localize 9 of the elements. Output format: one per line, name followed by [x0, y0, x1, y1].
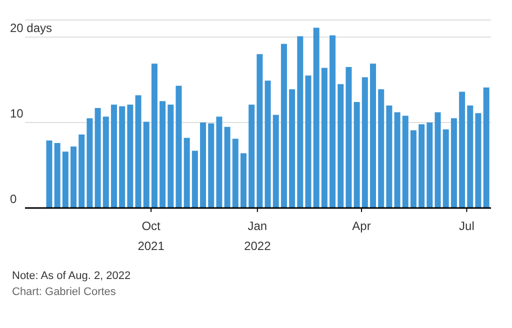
text: Chart: Gabriel Cortes [12, 285, 117, 300]
x-tick-label: Oct 2021 [138, 219, 165, 253]
y-tick-label: 20 days [10, 21, 52, 36]
y-tick-label: 0 [10, 192, 17, 206]
x-tick-label: Apr [352, 219, 371, 233]
text: Note: As of Aug. 2, 2022 [12, 269, 132, 284]
x-tick-label: Jul [459, 219, 474, 233]
y-tick-label: 10 [10, 106, 24, 121]
x-tick-label: Jan 2022 [244, 219, 272, 253]
